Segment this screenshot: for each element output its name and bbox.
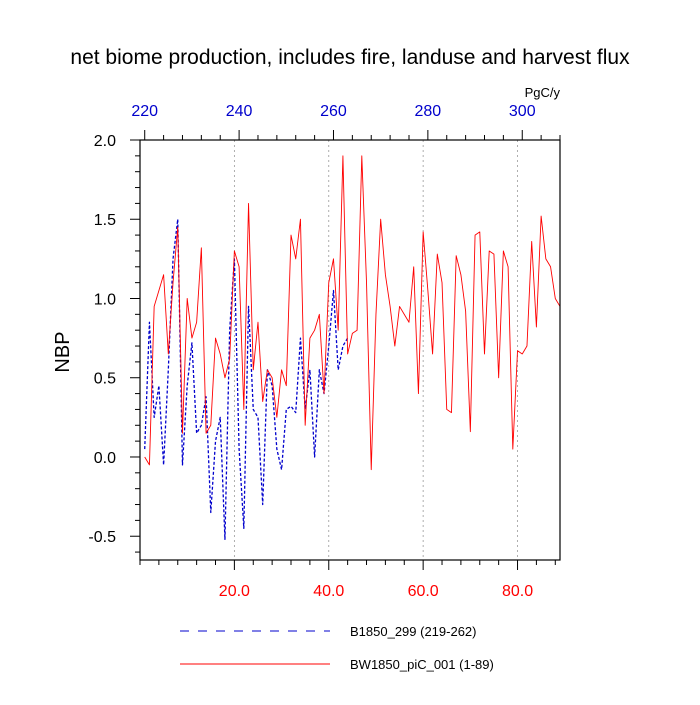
top-tick-label: 220 xyxy=(131,103,158,120)
bottom-tick-label: 60.0 xyxy=(408,583,439,600)
bottom-tick-label: 20.0 xyxy=(219,583,250,600)
left-tick-label: 1.0 xyxy=(94,291,116,308)
left-tick-label: 0.5 xyxy=(94,371,116,388)
grid-lines xyxy=(233,140,518,560)
bottom-tick-label: 80.0 xyxy=(502,583,533,600)
series-line-2 xyxy=(144,155,561,471)
top-tick-label: 240 xyxy=(226,103,253,120)
plot-frame xyxy=(139,139,561,561)
top-tick-label: 260 xyxy=(320,103,347,120)
axes: 20.0 40.0 60.0 80.0 220 240 260 280 300 -0.5 0.0 0.… xyxy=(88,103,561,600)
y-axis-label: NBP xyxy=(52,331,74,372)
legend-label-2: BW1850_piC_001 (1-89) xyxy=(350,657,494,672)
left-tick-label: 0.0 xyxy=(94,450,116,467)
bottom-tick-label: 40.0 xyxy=(313,583,344,600)
series-line-1 xyxy=(144,218,349,541)
left-tick-label: 1.5 xyxy=(94,212,116,229)
chart-title: net biome production, includes fire, lan… xyxy=(70,46,630,69)
top-tick-label: 300 xyxy=(509,103,536,120)
left-tick-label: 2.0 xyxy=(94,133,116,150)
units-label: PgC/y xyxy=(525,85,561,100)
series-layer xyxy=(144,155,561,541)
left-tick-label: -0.5 xyxy=(88,529,116,546)
legend: B1850_299 (219-262) BW1850_piC_001 (1-89) xyxy=(180,624,494,672)
top-tick-label: 280 xyxy=(415,103,442,120)
legend-label-1: B1850_299 (219-262) xyxy=(350,624,477,639)
